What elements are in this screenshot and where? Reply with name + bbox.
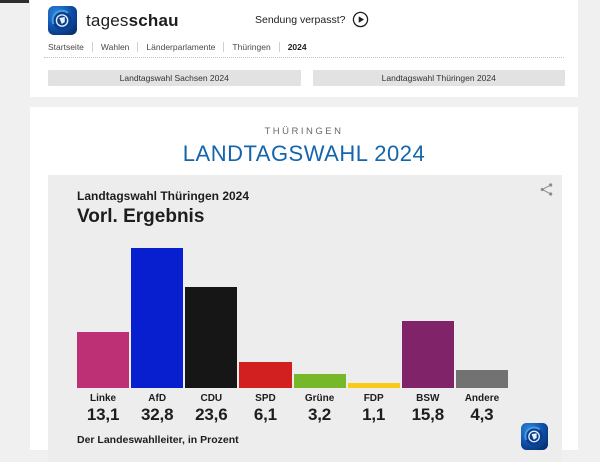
play-icon	[352, 11, 369, 28]
breadcrumb-item-thueringen[interactable]: Thüringen	[232, 42, 271, 52]
value-label-linke: 13,1	[86, 405, 120, 424]
page-kicker: THÜRINGEN	[264, 126, 344, 137]
value-label-grüne: 3,2	[308, 405, 332, 424]
bar-grüne	[293, 374, 346, 388]
election-nav: Landtagswahl Sachsen 2024 Landtagswahl Th…	[48, 70, 565, 86]
party-label-cdu: CDU	[200, 393, 223, 404]
bar-column-cdu: CDU 23,6	[185, 248, 238, 425]
bar-fdp	[347, 383, 400, 388]
bar-column-bsw: BSW 15,8	[401, 248, 454, 425]
bar-column-fdp: FDP 1,1	[347, 248, 400, 425]
breadcrumb-separator	[91, 42, 93, 52]
value-label-afd: 32,8	[141, 405, 174, 424]
bar-column-afd: AfD 32,8	[131, 248, 184, 425]
party-label-bsw: BSW	[416, 393, 440, 404]
breadcrumb-separator	[278, 42, 280, 52]
election-button-thueringen[interactable]: Landtagswahl Thüringen 2024	[312, 70, 565, 86]
value-label-andere: 4,3	[470, 405, 494, 424]
party-label-spd: SPD	[255, 393, 276, 404]
bar-bsw	[401, 321, 454, 388]
chart-subtitle: Landtagswahl Thüringen 2024	[77, 189, 250, 203]
bar-track	[401, 248, 454, 388]
bar-track	[131, 248, 184, 388]
brand-logo-link[interactable]: tagesschau	[48, 6, 179, 35]
bar-andere	[455, 370, 508, 388]
bar-column-linke: Linke 13,1	[77, 248, 130, 425]
bar-column-grüne: Grüne 3,2	[293, 248, 346, 425]
share-icon[interactable]	[537, 179, 557, 199]
breadcrumb-item-wahlen[interactable]: Wahlen	[100, 42, 130, 52]
window-edge-artifact	[0, 0, 29, 3]
bar-track	[347, 248, 400, 388]
tagesschau-logo-icon	[48, 6, 77, 35]
party-label-fdp: FDP	[363, 393, 384, 404]
value-label-spd: 6,1	[253, 405, 277, 424]
bar-cdu	[185, 287, 238, 388]
party-label-grüne: Grüne	[304, 393, 335, 404]
bar-chart: Linke 13,1 AfD 32,8 CDU 23,6 SPD 6,1 Grüne 3,2 FDP…	[77, 248, 508, 425]
sendung-verpasst-label: Sendung verpasst?	[255, 13, 346, 26]
breadcrumb: Startseite Wahlen Länderparlamente Thüringe…	[48, 42, 315, 52]
value-label-bsw: 15,8	[411, 405, 444, 424]
breadcrumb-separator	[223, 42, 225, 52]
bar-column-andere: Andere 4,3	[455, 248, 508, 425]
breadcrumb-item-laenderparlamente[interactable]: Länderparlamente	[146, 42, 216, 52]
results-chart-card: Landtagswahl Thüringen 2024 Vorl. Ergebn…	[48, 175, 562, 462]
breadcrumb-item-2024: 2024	[287, 42, 307, 52]
bar-spd	[239, 362, 292, 388]
bar-track	[77, 248, 130, 388]
value-label-fdp: 1,1	[362, 405, 386, 424]
brand-wordmark: tagesschau	[86, 10, 179, 30]
breadcrumb-separator	[137, 42, 139, 52]
chart-title: Vorl. Ergebnis	[77, 206, 205, 227]
breadcrumb-item-startseite[interactable]: Startseite	[48, 42, 84, 52]
party-label-andere: Andere	[464, 393, 500, 404]
bar-track	[239, 248, 292, 388]
page-title: LANDTAGSWAHL 2024	[182, 141, 426, 166]
bar-column-spd: SPD 6,1	[239, 248, 292, 425]
site-header: tagesschau Sendung verpasst? Startseite W…	[30, 0, 578, 97]
party-label-afd: AfD	[148, 393, 167, 404]
bar-track	[185, 248, 238, 388]
election-button-sachsen[interactable]: Landtagswahl Sachsen 2024	[48, 70, 301, 86]
bar-linke	[77, 332, 130, 388]
party-label-linke: Linke	[90, 393, 117, 404]
tagesschau-watermark-icon	[521, 423, 548, 450]
value-label-cdu: 23,6	[195, 405, 228, 424]
chart-source: Der Landeswahlleiter, in Prozent	[77, 434, 239, 446]
sendung-verpasst-link[interactable]: Sendung verpasst?	[255, 11, 369, 28]
bar-afd	[131, 248, 184, 388]
bar-track	[455, 248, 508, 388]
main-content: THÜRINGEN LANDTAGSWAHL 2024 Landtagswahl…	[30, 107, 578, 462]
bar-track	[293, 248, 346, 388]
